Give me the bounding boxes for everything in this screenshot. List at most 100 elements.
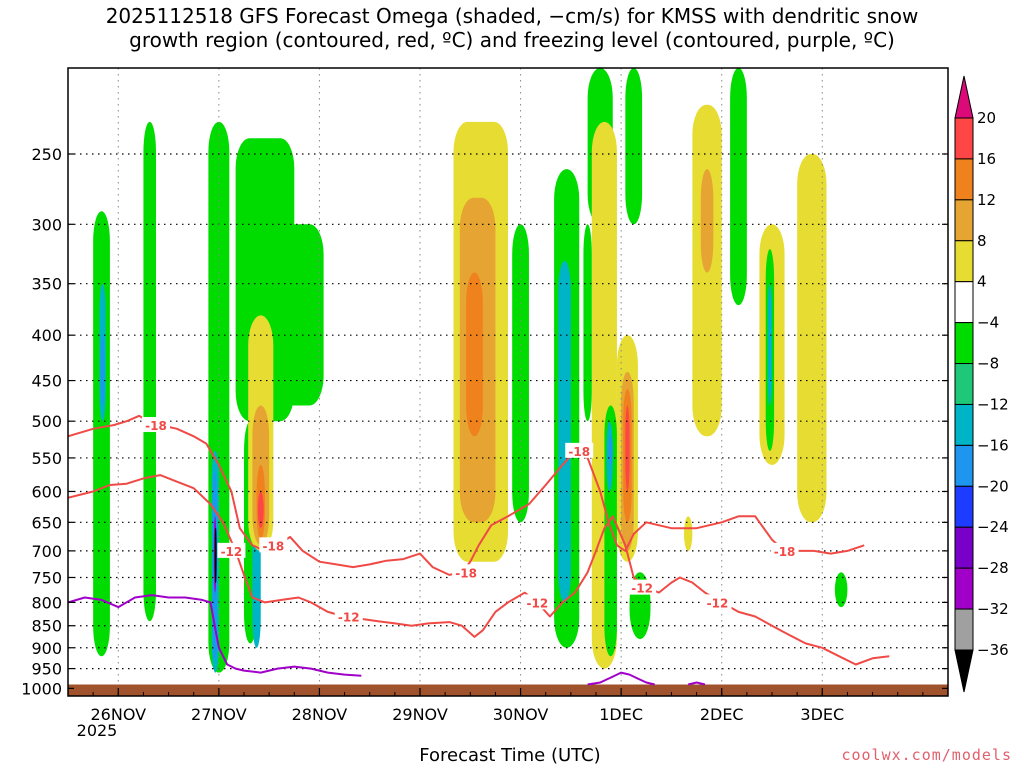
y-tick-label: 250	[31, 145, 62, 164]
y-tick-label: 600	[31, 482, 62, 501]
colorbar-bin	[954, 444, 974, 487]
colorbar-bin	[954, 567, 974, 610]
colorbar-bin	[954, 117, 974, 160]
colorbar-label: 4	[977, 273, 987, 291]
contour-label: -12	[526, 596, 548, 610]
colorbar-bin	[954, 608, 974, 651]
colorbar-bin	[954, 403, 974, 446]
colorbar-label: 12	[977, 191, 996, 209]
contour-label-bg	[452, 564, 481, 580]
colorbar-label: −20	[977, 477, 1009, 495]
contour-label-bg	[142, 417, 170, 433]
y-axis: 250 300 350 400 450 500 550 600 650 700 750 800 850 9…	[21, 145, 948, 698]
contour-label: -12	[707, 596, 729, 610]
omega-region	[361, 197, 446, 593]
contour-label-bg	[217, 542, 246, 558]
contour-label-bg	[334, 608, 363, 624]
omega-region	[558, 261, 571, 603]
omega-region	[625, 405, 630, 492]
y-tick-label: 900	[31, 639, 62, 658]
contour-label-bg	[703, 594, 732, 610]
omega-region	[684, 516, 693, 551]
y-tick-label: 1000	[21, 679, 62, 698]
y-tick-label: 850	[31, 617, 62, 636]
contour-label: -12	[631, 582, 653, 596]
colorbar-label: −36	[977, 641, 1009, 659]
colorbar-over-arrow	[954, 75, 974, 119]
y-tick-label: 650	[31, 513, 62, 532]
colorbar-under-arrow	[954, 649, 974, 693]
colorbar-bin	[954, 199, 974, 242]
colorbar-legend: 20 16 12 8 4 −4 −8 −12 −16 −20 −24 −28 −32 −36	[954, 75, 1009, 693]
omega-region	[583, 224, 592, 422]
omega-region	[834, 572, 848, 608]
colorbar-label: 20	[977, 109, 996, 127]
omega-shading	[93, 68, 848, 673]
contour-freezing-level-0-c-	[68, 594, 362, 677]
y-tick-label: 750	[31, 568, 62, 587]
x-tick-label: 28NOV	[292, 705, 348, 724]
colorbar-label: 16	[977, 150, 996, 168]
contour-freezing-level-0-c-second-segment	[587, 671, 655, 686]
contour-label: -18	[145, 419, 167, 433]
omega-region	[608, 436, 613, 465]
contour-label: -18	[568, 445, 590, 459]
omega-region	[214, 528, 217, 583]
x-tick-label: 26NOV	[90, 705, 146, 724]
y-tick-label: 500	[31, 412, 62, 431]
y-tick-label: 350	[31, 275, 62, 294]
y-tick-label: 550	[31, 449, 62, 468]
colorbar-label: −24	[977, 518, 1009, 536]
y-tick-label: 700	[31, 542, 62, 561]
contour-freezing-level-0-c-third-segment	[687, 681, 706, 686]
contour-label: -18	[455, 566, 477, 580]
contour-label: -12	[221, 545, 243, 559]
contour-label-bg	[770, 542, 799, 558]
colorbar-label: 8	[977, 232, 987, 250]
colorbar-bin	[954, 363, 974, 405]
omega-region	[93, 211, 110, 657]
x-tick-label: 30NOV	[493, 705, 549, 724]
colorbar-label: −28	[977, 559, 1009, 577]
y-tick-label: 800	[31, 593, 62, 612]
colorbar-label: −12	[977, 395, 1009, 413]
chart-title: 2025112518 GFS Forecast Omega (shaded, −…	[105, 4, 919, 52]
x-tick-label: 29NOV	[392, 705, 448, 724]
colorbar-bin	[954, 158, 974, 201]
site-credit[interactable]: coolwx.com/models	[841, 746, 1012, 764]
omega-region	[257, 491, 264, 529]
y-tick-label: 400	[31, 326, 62, 345]
omega-region	[269, 224, 324, 406]
colorbar-label: −4	[977, 314, 999, 332]
contour-lines: -18 -18 -18 -18 -18 -12 -12 -12 -12 -12	[68, 414, 890, 686]
colorbar-bin	[954, 526, 974, 569]
omega-region	[252, 528, 261, 648]
contour-label: -18	[774, 545, 796, 559]
ground-fill	[68, 684, 948, 696]
colorbar-bin	[954, 322, 974, 365]
x-axis: 26NOV 27NOV 28NOV 29NOV 30NOV 1DEC 2DEC 3DEC	[90, 688, 924, 724]
x-tick-label: 27NOV	[191, 705, 247, 724]
y-tick-label: 300	[31, 215, 62, 234]
y-tick-label: 450	[31, 372, 62, 391]
contour-label-bg	[259, 537, 288, 553]
x-tick-label: 2DEC	[700, 705, 744, 724]
contour-label: -18	[262, 539, 284, 553]
contour-label: -12	[338, 611, 360, 625]
colorbar-bin	[954, 240, 974, 283]
omega-region	[100, 335, 105, 406]
ground-terrain	[68, 684, 948, 696]
x-tick-label: 3DEC	[800, 705, 844, 724]
colorbar-bin	[954, 485, 974, 528]
y-tick-label: 950	[31, 660, 62, 679]
colorbar-label: −8	[977, 355, 999, 373]
colorbar-label: −32	[977, 600, 1009, 618]
omega-region	[797, 154, 827, 523]
omega-region	[767, 283, 772, 406]
x-tick-label: 1DEC	[599, 705, 643, 724]
omega-region	[466, 272, 483, 437]
x-axis-label: Forecast Time (UTC)	[419, 745, 601, 766]
colorbar-bin	[954, 281, 974, 324]
year-label: 2025	[76, 721, 118, 740]
